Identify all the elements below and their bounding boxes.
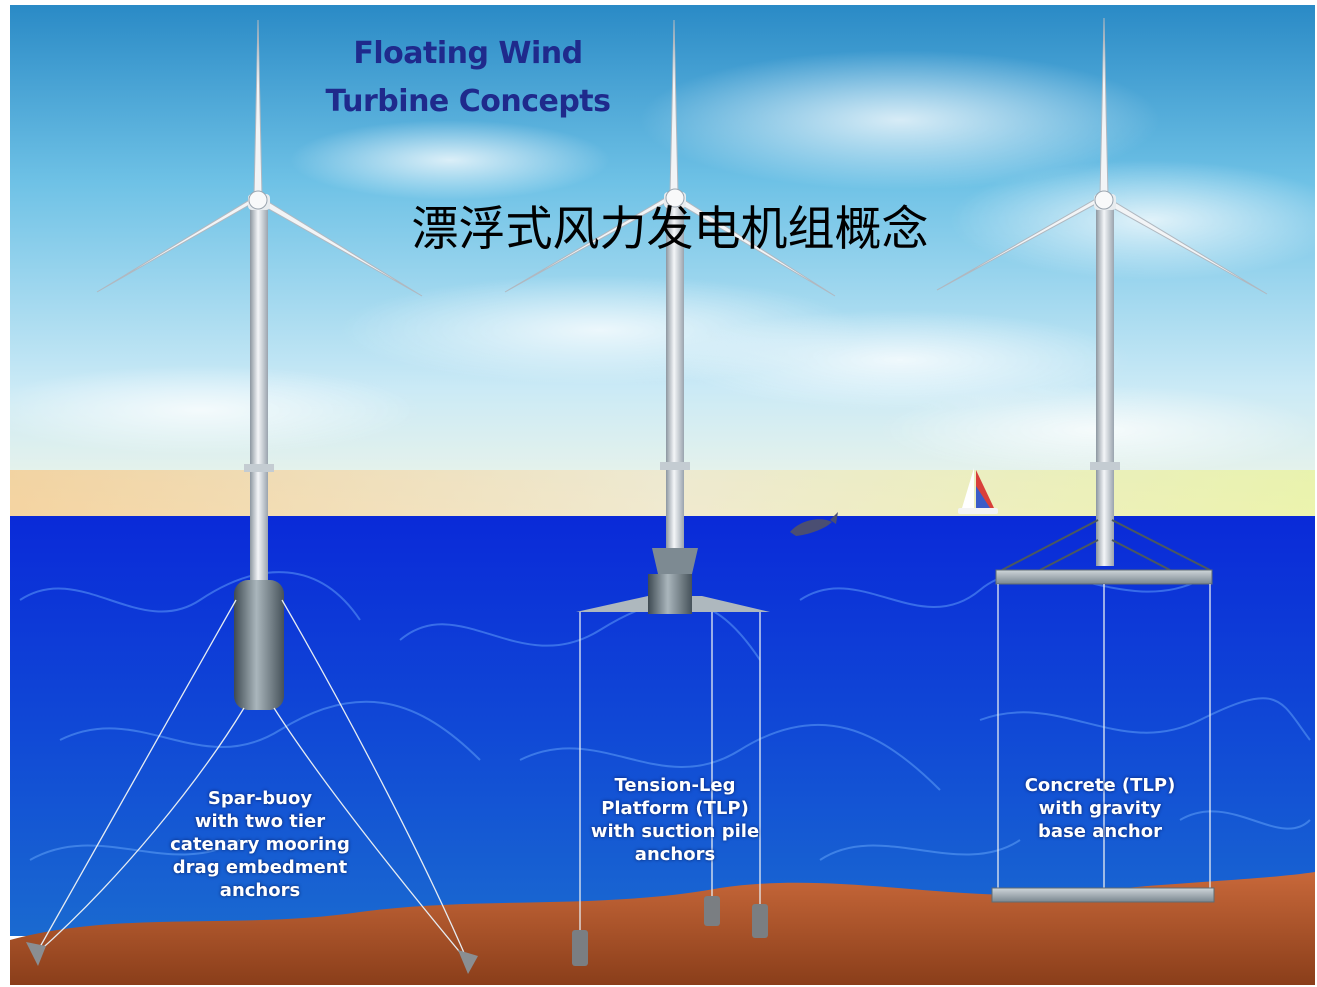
figure-title: Floating Wind Turbine Concepts	[318, 30, 618, 126]
label-line: anchors	[634, 844, 716, 865]
seabed	[10, 872, 1315, 985]
turbine-spar-buoy	[26, 19, 478, 974]
label-line: Spar-buoy	[207, 788, 313, 809]
title-line: Floating Wind	[353, 36, 583, 71]
figure-subtitle: 漂浮式风力发电机组概念	[411, 202, 929, 257]
label-line: Tension-Leg	[614, 775, 736, 796]
label-line: Platform (TLP)	[601, 798, 749, 819]
water-caustics	[19, 571, 1311, 861]
concrete-tlp-label: Concrete (TLP) with gravity base anchor	[990, 774, 1210, 843]
label-line: with gravity	[1038, 798, 1162, 819]
clouds	[0, 50, 1317, 475]
label-line: catenary mooring	[170, 834, 350, 855]
sailboat	[958, 468, 998, 514]
spar-buoy-label: Spar-buoy with two tier catenary mooring…	[150, 787, 370, 902]
label-line: drag embedment	[172, 857, 348, 878]
label-line: with suction pile	[590, 821, 760, 842]
label-line: Concrete (TLP)	[1024, 775, 1176, 796]
tlp-label: Tension-Leg Platform (TLP) with suction …	[565, 774, 785, 866]
whale	[790, 512, 838, 536]
title-line: Turbine Concepts	[325, 84, 611, 119]
turbine-tlp	[504, 19, 836, 966]
turbine-concrete-tlp	[936, 17, 1268, 903]
label-line: base anchor	[1038, 821, 1162, 842]
label-line: anchors	[219, 880, 301, 901]
horizon-glow	[10, 470, 1315, 517]
label-line: with two tier	[194, 811, 326, 832]
